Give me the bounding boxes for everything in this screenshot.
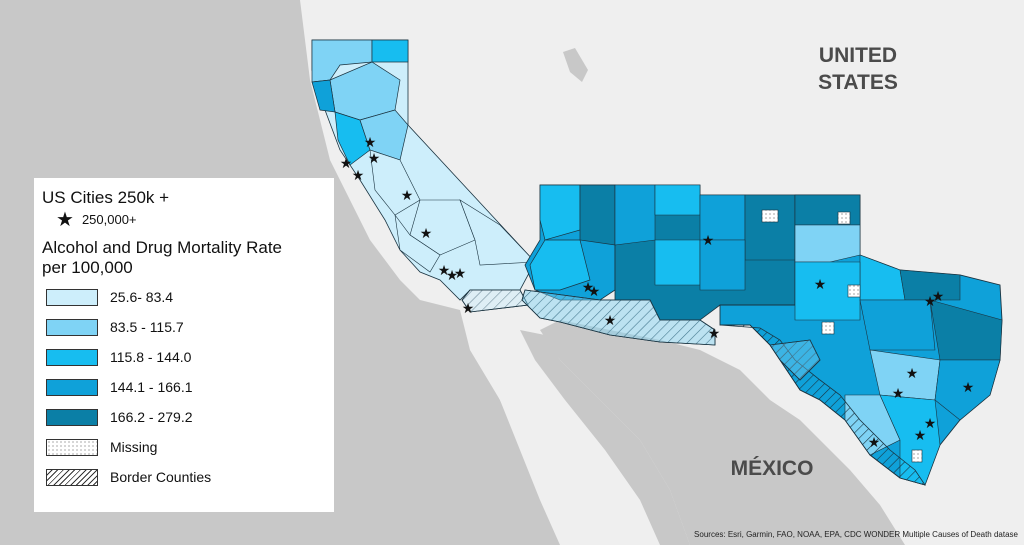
legend-swatch-hatch bbox=[46, 468, 98, 486]
legend-border: Border Counties bbox=[42, 462, 326, 492]
city-star: ★ bbox=[924, 294, 937, 310]
city-star: ★ bbox=[446, 268, 459, 284]
city-star: ★ bbox=[906, 366, 919, 382]
us-label-line2: STATES bbox=[818, 71, 898, 94]
lake bbox=[563, 48, 588, 82]
legend-city-label: 250,000+ bbox=[81, 211, 137, 227]
sources-credit: Sources: Esri, Garmin, FAO, NOAA, EPA, C… bbox=[694, 530, 1018, 539]
city-star: ★ bbox=[364, 135, 377, 151]
legend-class-4: 144.1 - 166.1 bbox=[42, 372, 326, 402]
city-star: ★ bbox=[454, 266, 467, 282]
legend: US Cities 250k + ★ 250,000+ Alcohol and … bbox=[34, 178, 334, 512]
city-star: ★ bbox=[582, 280, 595, 296]
legend-missing-label: Missing bbox=[110, 439, 158, 455]
legend-class-1: 25.6- 83.4 bbox=[42, 282, 326, 312]
legend-swatch bbox=[46, 408, 98, 426]
legend-class-label: 115.8 - 144.0 bbox=[110, 349, 192, 365]
city-star: ★ bbox=[868, 435, 881, 451]
city-star: ★ bbox=[932, 289, 945, 305]
baja-peninsula bbox=[462, 300, 570, 525]
city-star: ★ bbox=[702, 233, 715, 249]
city-star: ★ bbox=[588, 284, 601, 300]
legend-swatch bbox=[46, 288, 98, 306]
city-star: ★ bbox=[340, 156, 353, 172]
legend-rate-title: Alcohol and Drug Mortality Rate bbox=[42, 238, 283, 257]
city-markers: ★ ★ ★ ★ ★ ★ ★ ★ ★ ★ ★ ★ ★ ★ ★ ★ ★ ★ ★ ★ … bbox=[340, 135, 975, 451]
city-star: ★ bbox=[420, 226, 433, 242]
city-star: ★ bbox=[438, 263, 451, 279]
city-star: ★ bbox=[401, 188, 414, 204]
city-star: ★ bbox=[708, 326, 721, 342]
legend-class-label: 25.6- 83.4 bbox=[110, 289, 174, 305]
gulf-of-california bbox=[520, 330, 690, 545]
missing-county bbox=[837, 211, 851, 225]
city-star: ★ bbox=[814, 277, 827, 293]
mexico-label: MÉXICO bbox=[731, 457, 814, 480]
california bbox=[311, 39, 536, 313]
legend-class-2: 83.5 - 115.7 bbox=[42, 312, 326, 342]
city-star: ★ bbox=[462, 301, 475, 317]
arizona-newmexico bbox=[521, 184, 796, 346]
legend-class-3: 115.8 - 144.0 bbox=[42, 342, 326, 372]
legend-missing: Missing bbox=[42, 432, 326, 462]
missing-county bbox=[911, 449, 923, 463]
city-star: ★ bbox=[924, 416, 937, 432]
legend-class-label: 83.5 - 115.7 bbox=[110, 319, 184, 335]
city-star: ★ bbox=[368, 151, 381, 167]
legend-border-label: Border Counties bbox=[110, 469, 212, 485]
legend-swatch-dots bbox=[46, 438, 98, 456]
star-icon: ★ bbox=[56, 208, 74, 231]
city-star: ★ bbox=[352, 168, 365, 184]
legend-class-label: 144.1 - 166.1 bbox=[110, 379, 193, 395]
legend-swatch bbox=[46, 318, 98, 336]
legend-class-5: 166.2 - 279.2 bbox=[42, 402, 326, 432]
missing-county bbox=[847, 284, 861, 298]
city-star: ★ bbox=[962, 380, 975, 396]
city-star: ★ bbox=[604, 313, 617, 329]
legend-class-label: 166.2 - 279.2 bbox=[110, 409, 193, 425]
us-label-line1: UNITED bbox=[819, 44, 897, 67]
legend-cities-title: US Cities 250k + bbox=[42, 188, 170, 207]
missing-county bbox=[761, 209, 779, 223]
legend-city-item: ★ 250,000+ bbox=[56, 208, 326, 231]
legend-swatch bbox=[46, 348, 98, 366]
city-star: ★ bbox=[892, 386, 905, 402]
city-star: ★ bbox=[914, 428, 927, 444]
legend-swatch bbox=[46, 378, 98, 396]
texas bbox=[719, 194, 1003, 486]
legend-rate-title-2: per 100,000 bbox=[42, 258, 133, 277]
missing-county bbox=[821, 321, 835, 335]
